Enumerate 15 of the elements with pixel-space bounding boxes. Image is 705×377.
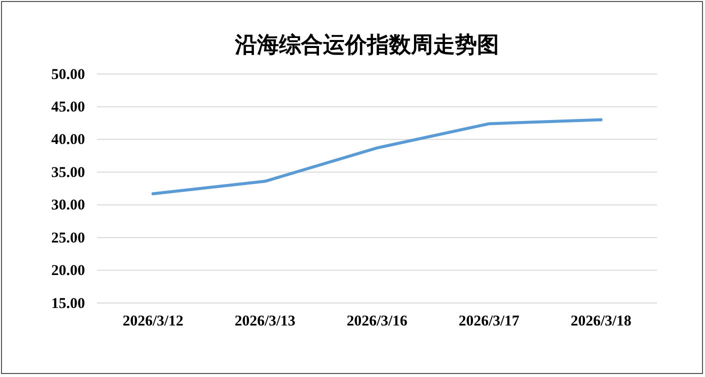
- y-tick-label: 45.00: [51, 100, 85, 116]
- x-tick-label: 2026/3/16: [346, 314, 408, 330]
- x-tick-label: 2026/3/13: [234, 314, 296, 330]
- y-tick-label: 20.00: [51, 263, 85, 280]
- y-tick-label: 15.00: [51, 296, 85, 312]
- x-tick-label: 2026/3/12: [122, 314, 184, 330]
- y-tick-label: 25.00: [51, 230, 85, 246]
- y-tick-label: 50.00: [51, 66, 85, 83]
- y-tick-label: 40.00: [51, 132, 85, 148]
- chart-title: 沿海综合运价指数周走势图: [234, 32, 499, 57]
- x-tick-label: 2026/3/17: [458, 314, 520, 330]
- y-tick-label: 35.00: [51, 164, 85, 181]
- line-series: [152, 118, 602, 196]
- y-tick-label: 30.00: [51, 198, 85, 214]
- x-tick-label: 2026/3/18: [570, 314, 632, 330]
